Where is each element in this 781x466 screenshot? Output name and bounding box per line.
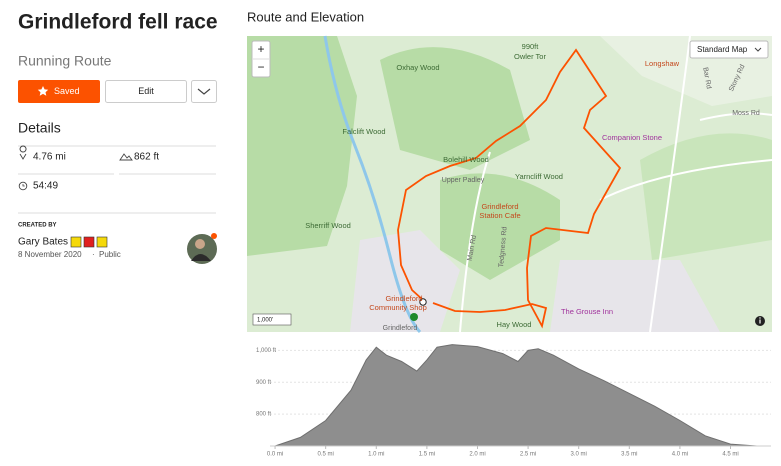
separator: · bbox=[92, 250, 95, 259]
map-label: Bar Rd bbox=[701, 67, 712, 90]
created-by-label: CREATED BY bbox=[18, 223, 57, 229]
zoom-in[interactable]: + bbox=[257, 42, 264, 56]
x-tick-label: 4.5 mi bbox=[722, 452, 738, 458]
zoom-out[interactable]: − bbox=[257, 60, 264, 74]
elevation-icon bbox=[119, 153, 133, 161]
route-line bbox=[397, 48, 622, 329]
section-title: Route and Elevation bbox=[247, 9, 364, 24]
x-tick-label: 3.0 mi bbox=[571, 452, 587, 458]
y-tick-label: 1,000 ft bbox=[256, 348, 276, 354]
x-tick-label: 1.5 mi bbox=[419, 452, 435, 458]
y-tick-label: 800 ft bbox=[256, 412, 271, 418]
map-label: Moss Rd bbox=[732, 110, 760, 117]
map-label: Hay Wood bbox=[497, 320, 532, 329]
zoom-controls[interactable]: + − bbox=[251, 40, 271, 78]
created-date: 8 November 2020 bbox=[18, 250, 82, 259]
map-label: Station Cafe bbox=[479, 211, 520, 220]
x-tick-label: 2.0 mi bbox=[469, 452, 485, 458]
map-label: Falclift Wood bbox=[342, 127, 385, 136]
elevation-line bbox=[274, 344, 757, 447]
map-label: Owler Tor bbox=[514, 52, 546, 61]
finish-marker bbox=[419, 298, 427, 306]
elevation-gain: 862 ft bbox=[134, 152, 159, 163]
map-label: Tedgness Rd bbox=[498, 226, 509, 267]
scale-label: 1,000' bbox=[257, 318, 273, 324]
map-label: Grindleford bbox=[383, 325, 418, 332]
saved-label[interactable]: Saved bbox=[54, 86, 80, 96]
edit-label[interactable]: Edit bbox=[138, 86, 154, 96]
x-tick-label: 2.5 mi bbox=[520, 452, 536, 458]
distance-icon bbox=[19, 145, 27, 160]
map-label: Sherriff Wood bbox=[305, 221, 351, 230]
map-label: Main Rd bbox=[467, 235, 478, 262]
map-style[interactable]: Standard Map bbox=[697, 45, 748, 54]
map-label: Yarncliff Wood bbox=[515, 172, 563, 181]
scale-bar bbox=[252, 313, 292, 326]
map-label: Longshaw bbox=[645, 59, 680, 68]
y-tick-label: 900 ft bbox=[256, 380, 271, 386]
x-tick-label: 3.5 mi bbox=[621, 452, 637, 458]
saved-button[interactable]: Saved bbox=[18, 80, 100, 103]
avatar[interactable] bbox=[187, 233, 217, 264]
distance: 4.76 mi bbox=[33, 152, 66, 163]
route-title: Grindleford fell race bbox=[18, 11, 218, 34]
elevation-chart: 800 ft 900 ft 1,000 ft 0.0 mi 0.5 mi 1.0 mi 1.… bbox=[256, 344, 771, 458]
edit-button[interactable]: Edit bbox=[105, 80, 187, 103]
map-label: Bolehill Wood bbox=[443, 155, 489, 164]
map-label: Community Shop bbox=[369, 303, 427, 312]
time-icon bbox=[18, 181, 28, 191]
visibility: Public bbox=[99, 250, 121, 259]
start-marker bbox=[410, 313, 418, 321]
x-tick-label: 4.0 mi bbox=[672, 452, 688, 458]
map-label: Oxhay Wood bbox=[396, 63, 439, 72]
creator-name: Gary Bates bbox=[18, 237, 68, 248]
route-type: Running Route bbox=[18, 53, 112, 69]
more-button[interactable] bbox=[191, 80, 217, 103]
moving-time: 54:49 bbox=[33, 181, 58, 192]
badges bbox=[70, 236, 108, 248]
x-tick-label: 0.5 mi bbox=[317, 452, 333, 458]
map-label: 990ft bbox=[522, 42, 540, 51]
map-label: Grindleford bbox=[385, 294, 422, 303]
map-label: The Grouse Inn bbox=[561, 307, 613, 316]
info-button[interactable] bbox=[755, 316, 765, 326]
map[interactable]: Oxhay Wood 990ft Owler Tor Longshaw Falc… bbox=[247, 35, 773, 334]
map-label: Grindleford bbox=[481, 202, 518, 211]
x-tick-label: 1.0 mi bbox=[368, 452, 384, 458]
map-style-select[interactable]: Standard Map bbox=[689, 40, 769, 59]
map-label: Companion Stone bbox=[602, 133, 662, 142]
x-tick-label: 0.0 mi bbox=[267, 452, 283, 458]
area-fill bbox=[275, 344, 757, 446]
map-label: Upper Padley bbox=[442, 177, 485, 184]
details-heading: Details bbox=[18, 120, 61, 136]
